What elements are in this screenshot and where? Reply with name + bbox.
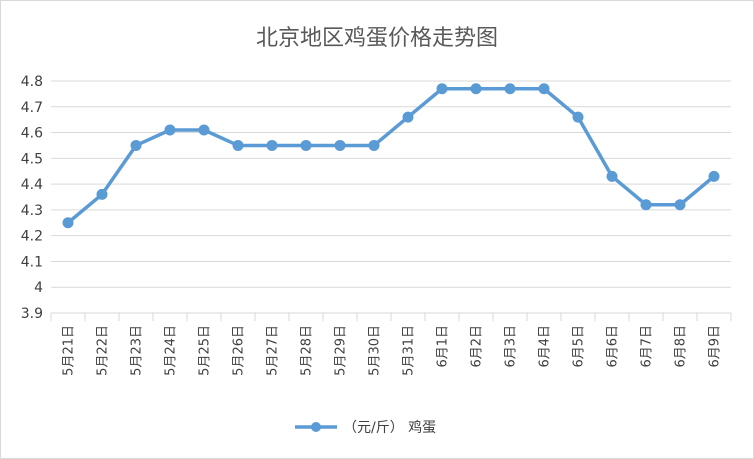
x-tick-label: 6月3日 <box>504 325 519 368</box>
x-tick-label: 5月26日 <box>232 325 247 376</box>
data-point <box>334 139 346 151</box>
data-point <box>232 139 244 151</box>
x-tick-label: 5月25日 <box>198 325 213 376</box>
data-point <box>402 111 414 123</box>
legend-marker <box>311 422 321 432</box>
x-tick-label: 5月24日 <box>164 325 179 376</box>
y-tick-label: 4.7 <box>21 100 43 116</box>
x-tick-label: 5月30日 <box>368 325 383 376</box>
x-tick-label: 6月1日 <box>436 325 451 368</box>
data-point <box>198 124 210 136</box>
data-point <box>164 124 176 136</box>
data-point <box>62 217 74 229</box>
y-tick-label: 3.9 <box>21 306 43 322</box>
x-tick-label: 5月27日 <box>266 325 281 376</box>
data-point <box>606 170 618 182</box>
x-tick-label: 6月4日 <box>538 325 553 368</box>
legend-label: （元/斤） 鸡蛋 <box>343 419 436 436</box>
data-point <box>504 83 516 95</box>
x-tick-label: 5月23日 <box>130 325 145 376</box>
data-point <box>96 188 108 200</box>
series-line <box>66 86 716 225</box>
x-tick-label: 6月9日 <box>708 325 723 368</box>
legend: （元/斤） 鸡蛋 <box>295 419 436 436</box>
y-tick-label: 4.1 <box>21 254 43 270</box>
x-tick-label: 5月29日 <box>334 325 349 376</box>
y-tick-label: 4.6 <box>21 126 43 142</box>
series-layer <box>62 83 720 229</box>
data-point <box>130 139 142 151</box>
data-point <box>436 83 448 95</box>
x-axis-ticks: 5月21日 5月22日 5月23日 5月24日 5月25日 5月26日 5月27日 5月28日… <box>50 313 732 376</box>
x-tick-label: 6月2日 <box>470 325 485 368</box>
x-tick-label: 6月5日 <box>572 325 587 368</box>
gridlines <box>51 80 731 314</box>
data-point <box>300 139 312 151</box>
y-tick-label: 4.5 <box>21 151 43 167</box>
data-point <box>640 199 652 211</box>
x-tick-label: 5月21日 <box>62 325 77 376</box>
y-tick-label: 4.8 <box>21 74 43 90</box>
data-point <box>708 170 720 182</box>
x-tick-label: 6月6日 <box>606 325 621 368</box>
x-tick-label: 5月22日 <box>96 325 111 376</box>
x-tick-label: 5月28日 <box>300 325 315 376</box>
x-tick-label: 6月8日 <box>674 325 689 368</box>
data-point <box>538 83 550 95</box>
data-point <box>674 199 686 211</box>
x-tick-label: 5月31日 <box>402 325 417 376</box>
data-point <box>572 111 584 123</box>
y-tick-label: 4.4 <box>21 177 43 193</box>
y-tick-label: 4.2 <box>21 229 43 245</box>
x-tick-label: 6月7日 <box>640 325 655 368</box>
data-point <box>368 139 380 151</box>
data-point <box>266 139 278 151</box>
y-axis-ticks: 3.9 4 4.1 4.2 4.3 4.4 4.5 4.6 4.7 4.8 <box>21 74 43 322</box>
y-tick-label: 4.3 <box>21 203 43 219</box>
y-tick-label: 4 <box>34 280 43 296</box>
chart-title: 北京地区鸡蛋价格走势图 <box>256 26 498 51</box>
data-point <box>470 83 482 95</box>
